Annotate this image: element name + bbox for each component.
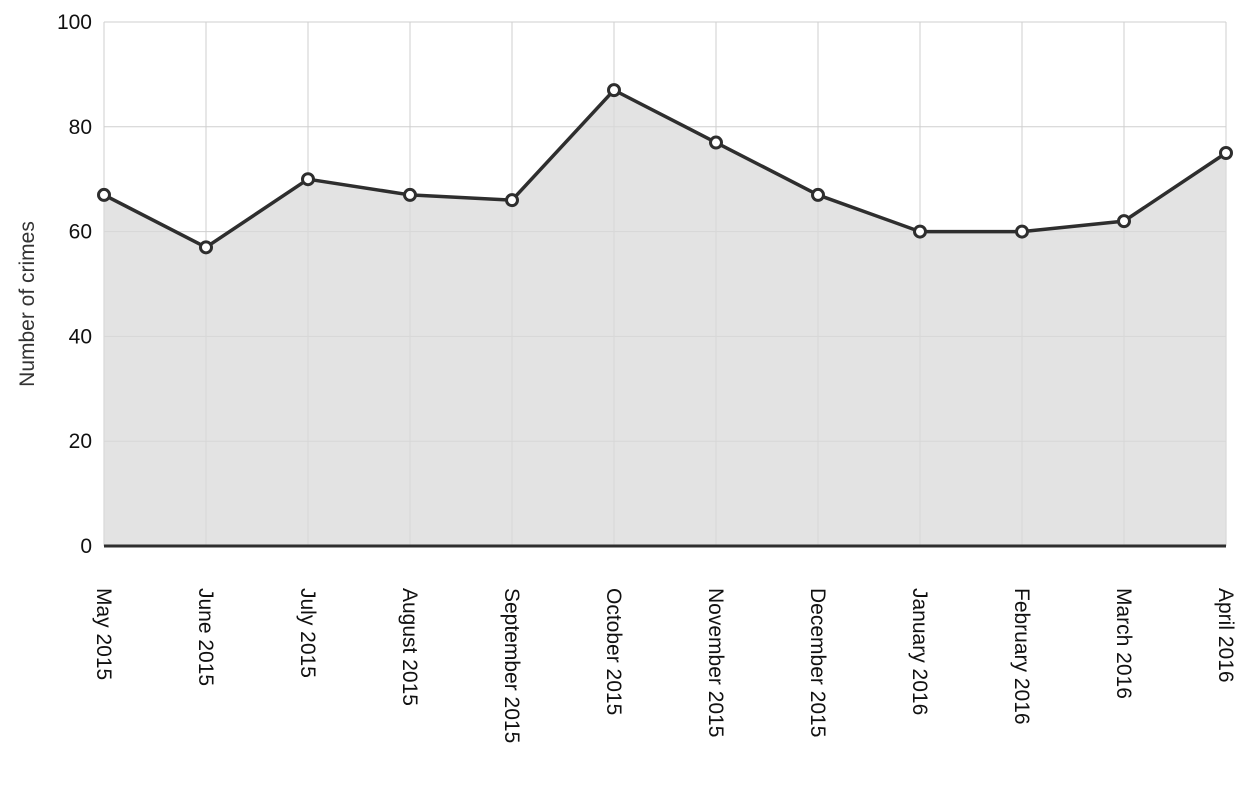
y-tick-label: 0 [80,535,92,558]
y-axis-title: Number of crimes [16,221,39,387]
data-point [913,224,927,239]
y-axis-ticks: 0 20 40 60 80 100 [57,11,92,558]
x-tick-label: September 2015 [500,588,523,743]
x-tick-label: June 2015 [194,588,217,686]
data-point [199,240,213,255]
data-point [607,83,621,98]
y-tick-label: 100 [57,11,92,34]
x-tick-label: March 2016 [1112,588,1135,699]
data-point [403,187,417,202]
y-tick-label: 20 [69,430,92,453]
x-axis-ticks: May 2015 June 2015 July 2015 August 2015 Sep… [92,588,1237,743]
x-tick-label: April 2016 [1214,588,1237,683]
y-tick-label: 40 [69,325,92,348]
data-points [97,83,1233,255]
data-point [505,193,519,208]
data-point [301,172,315,187]
data-point [811,187,825,202]
x-tick-label: February 2016 [1010,588,1033,725]
x-tick-label: May 2015 [92,588,115,680]
data-point [1219,146,1233,160]
x-tick-label: August 2015 [398,588,421,706]
x-tick-label: November 2015 [704,588,727,737]
data-point [1117,214,1131,229]
y-tick-label: 80 [69,116,92,139]
x-tick-label: July 2015 [296,588,319,678]
y-tick-label: 60 [69,221,92,244]
x-tick-label: October 2015 [602,588,625,715]
x-tick-label: December 2015 [806,588,829,737]
series-area-fill [104,90,1226,547]
x-tick-label: January 2016 [908,588,931,715]
data-point [709,135,723,150]
data-point [1015,224,1029,239]
data-point [97,187,111,202]
series-line [103,88,1227,250]
